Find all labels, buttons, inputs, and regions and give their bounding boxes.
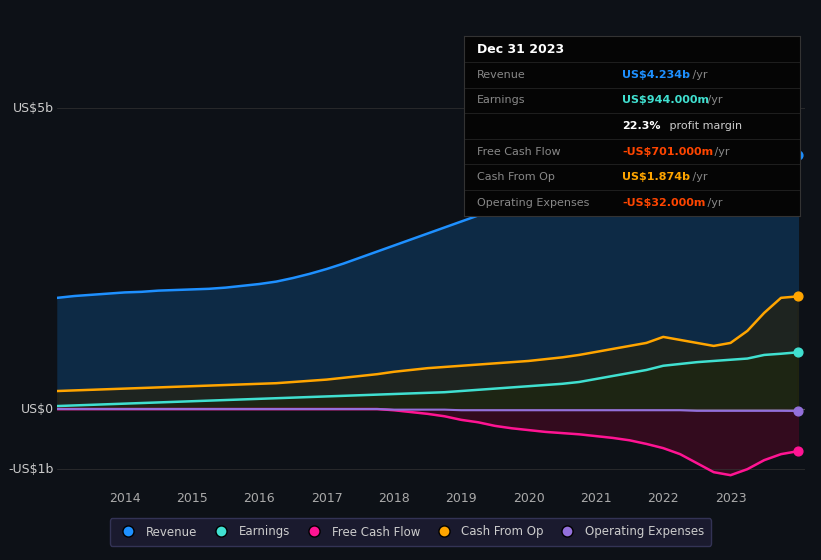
Text: /yr: /yr — [689, 172, 707, 182]
Text: US$4.234b: US$4.234b — [622, 70, 690, 80]
Text: US$1.874b: US$1.874b — [622, 172, 690, 182]
Point — [791, 292, 805, 301]
Text: -US$1b: -US$1b — [9, 463, 54, 475]
Legend: Revenue, Earnings, Free Cash Flow, Cash From Op, Operating Expenses: Revenue, Earnings, Free Cash Flow, Cash … — [109, 519, 712, 545]
Text: -US$32.000m: -US$32.000m — [622, 198, 705, 208]
Point — [791, 348, 805, 357]
Text: -US$701.000m: -US$701.000m — [622, 147, 713, 157]
Text: US$0: US$0 — [21, 403, 54, 416]
Text: profit margin: profit margin — [666, 121, 742, 131]
Point — [791, 407, 805, 416]
Text: /yr: /yr — [704, 198, 722, 208]
Text: Dec 31 2023: Dec 31 2023 — [477, 43, 565, 55]
Text: Earnings: Earnings — [477, 95, 525, 105]
Point — [791, 447, 805, 456]
Text: /yr: /yr — [689, 70, 707, 80]
Text: Free Cash Flow: Free Cash Flow — [477, 147, 561, 157]
Text: 22.3%: 22.3% — [622, 121, 661, 131]
Text: US$944.000m: US$944.000m — [622, 95, 709, 105]
Text: Operating Expenses: Operating Expenses — [477, 198, 589, 208]
Text: Cash From Op: Cash From Op — [477, 172, 555, 182]
Point — [791, 150, 805, 159]
Text: US$5b: US$5b — [13, 102, 54, 115]
Text: Revenue: Revenue — [477, 70, 526, 80]
Text: /yr: /yr — [704, 95, 722, 105]
Text: /yr: /yr — [711, 147, 729, 157]
